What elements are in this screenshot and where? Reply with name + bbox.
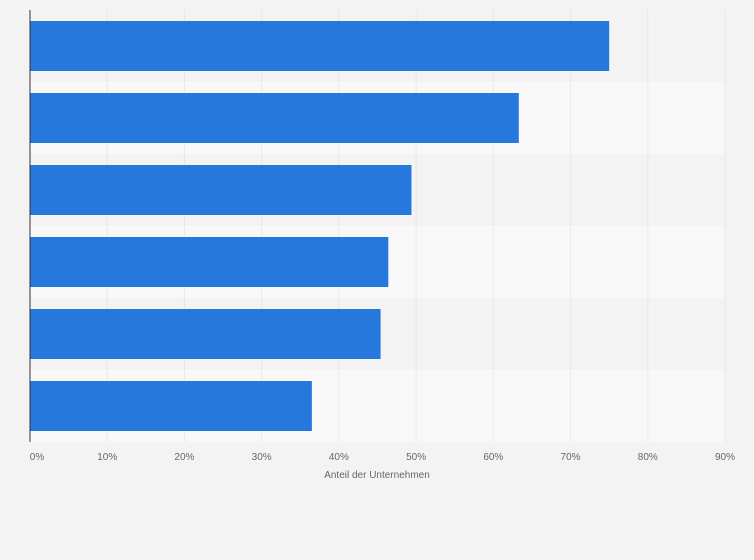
x-tick-label: 80% — [638, 452, 658, 463]
x-tick-label: 70% — [561, 452, 581, 463]
bar[interactable] — [30, 165, 412, 215]
bar[interactable] — [30, 93, 519, 143]
x-tick-label: 60% — [483, 452, 503, 463]
x-axis-title: Anteil der Unternehmen — [324, 470, 430, 481]
x-tick-label: 50% — [406, 452, 426, 463]
x-tick-label: 0% — [30, 452, 45, 463]
x-tick-labels: 0% 10% 20% 30% 40% 50% 60% 70% 80% 90% — [30, 452, 735, 463]
bar[interactable] — [30, 237, 389, 287]
bar[interactable] — [30, 21, 610, 71]
row-bands — [30, 10, 725, 442]
grid-lines — [106, 10, 726, 442]
bar[interactable] — [30, 381, 312, 431]
x-tick-label: 10% — [97, 452, 117, 463]
bars — [30, 21, 610, 431]
bar[interactable] — [30, 309, 381, 359]
x-tick-label: 90% — [715, 452, 735, 463]
x-tick-label: 30% — [252, 452, 272, 463]
x-tick-label: 40% — [329, 452, 349, 463]
x-tick-label: 20% — [174, 452, 194, 463]
